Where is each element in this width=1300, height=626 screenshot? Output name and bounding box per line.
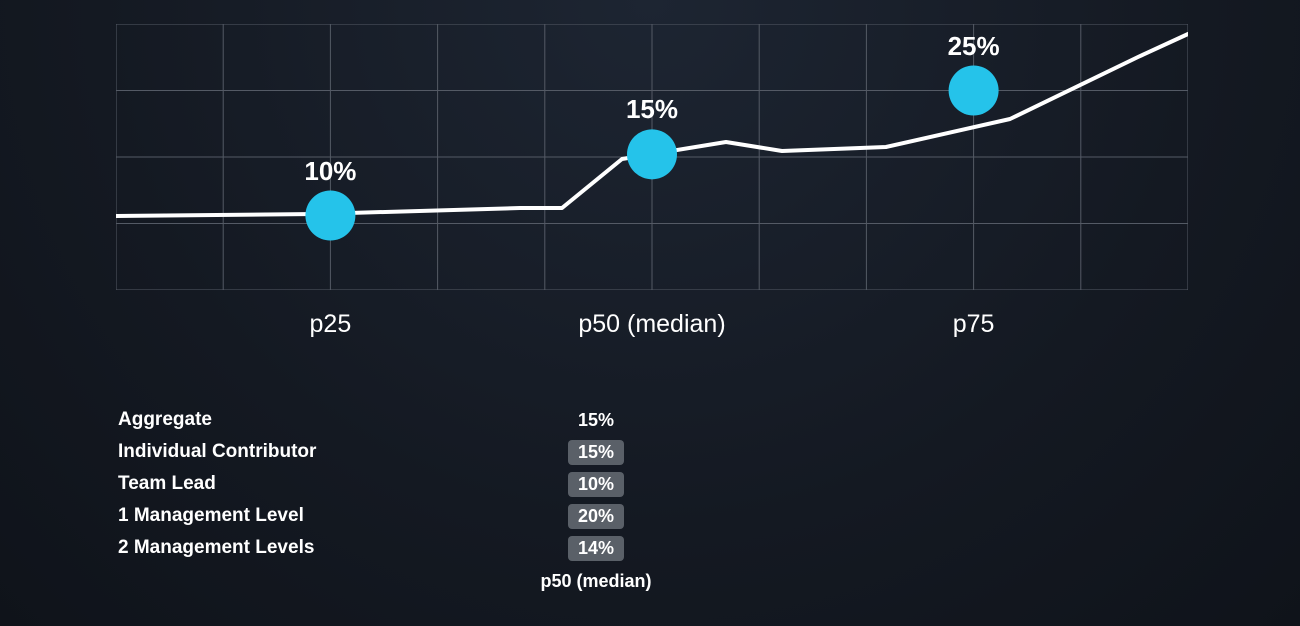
- x-axis-label: p25: [310, 310, 352, 339]
- chart-svg: [116, 24, 1188, 290]
- row-label: Team Lead: [116, 473, 536, 495]
- row-value: 15%: [568, 408, 624, 433]
- x-axis-labels: p25 p50 (median) p75: [116, 310, 1188, 350]
- row-value-wrap: 14%: [536, 536, 656, 561]
- row-value-wrap: 15%: [536, 408, 656, 433]
- row-label: Aggregate: [116, 409, 536, 431]
- table-row: 1 Management Level 20%: [116, 501, 706, 531]
- row-value: 20%: [568, 504, 624, 529]
- breakdown-table: Aggregate 15% Individual Contributor 15% Tea…: [116, 405, 706, 565]
- row-value: 15%: [568, 440, 624, 465]
- chart-marker: [627, 129, 677, 179]
- row-value: 14%: [568, 536, 624, 561]
- table-row: Team Lead 10%: [116, 469, 706, 499]
- row-value: 10%: [568, 472, 624, 497]
- row-label: 2 Management Levels: [116, 537, 536, 559]
- table-row: 2 Management Levels 14%: [116, 533, 706, 563]
- row-value-wrap: 15%: [536, 440, 656, 465]
- row-label: 1 Management Level: [116, 505, 536, 527]
- percentile-chart: 10% 15% 25%: [116, 24, 1188, 290]
- row-value-wrap: 10%: [536, 472, 656, 497]
- table-row: Individual Contributor 15%: [116, 437, 706, 467]
- table-row: Aggregate 15%: [116, 405, 706, 435]
- chart-point-label: 15%: [626, 94, 678, 125]
- chart-point-label: 25%: [948, 31, 1000, 62]
- x-axis-label: p75: [953, 310, 995, 339]
- table-column-header: p50 (median): [540, 571, 651, 592]
- chart-marker: [949, 66, 999, 116]
- x-axis-label: p50 (median): [578, 310, 725, 339]
- row-value-wrap: 20%: [536, 504, 656, 529]
- chart-marker: [305, 191, 355, 241]
- row-label: Individual Contributor: [116, 441, 536, 463]
- chart-point-label: 10%: [304, 156, 356, 187]
